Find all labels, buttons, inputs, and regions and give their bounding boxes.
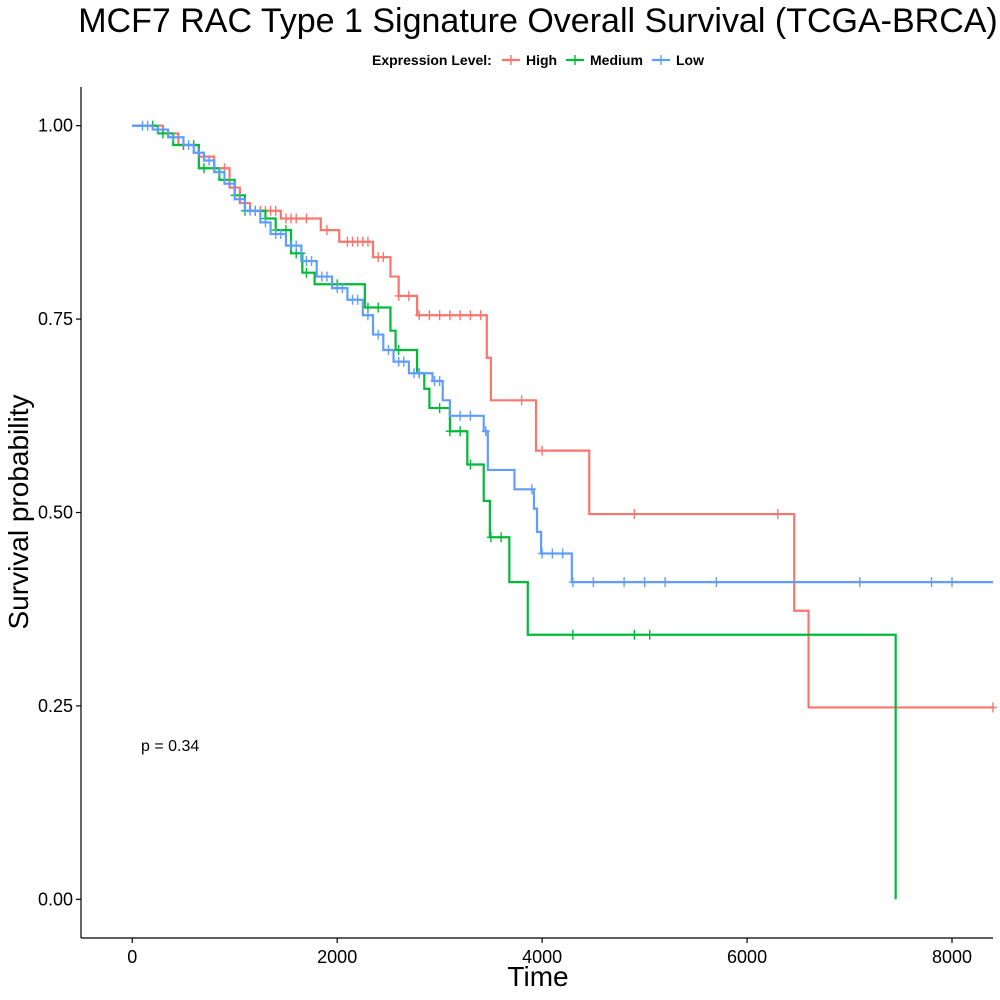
legend-entry-low: Low	[652, 52, 704, 68]
legend-label: Medium	[590, 52, 643, 68]
y-tick-label: 0.25	[38, 696, 73, 716]
series-medium	[132, 120, 897, 900]
x-axis-title: Time	[507, 961, 568, 992]
legend-entry-medium: Medium	[566, 52, 643, 68]
y-tick-label: 0.50	[38, 503, 73, 523]
x-tick-label: 6000	[727, 947, 767, 967]
series-low	[132, 120, 993, 588]
x-tick-label: 4000	[522, 947, 562, 967]
p-value-annotation: p = 0.34	[141, 738, 199, 755]
y-axis-title: Survival probability	[3, 395, 34, 630]
y-tick-label: 0.75	[38, 309, 73, 329]
x-tick-label: 0	[127, 947, 137, 967]
legend: Expression Level: High Medium Low	[372, 52, 704, 68]
chart-title: MCF7 RAC Type 1 Signature Overall Surviv…	[78, 2, 998, 40]
x-tick-label: 8000	[932, 947, 972, 967]
series-line-medium	[132, 124, 897, 900]
y-tick-label: 1.00	[38, 116, 73, 136]
series-line-low	[132, 124, 993, 584]
legend-label: Low	[676, 52, 704, 68]
legend-title: Expression Level:	[372, 52, 492, 68]
plot-area: 0.00 0.25 0.50 0.75 1.00 0 2000 4000 6000 8000	[38, 87, 997, 967]
y-tick-label: 0.00	[38, 889, 73, 909]
legend-label: High	[526, 52, 557, 68]
legend-entry-high: High	[502, 52, 557, 68]
series-high	[132, 124, 997, 713]
x-tick-label: 2000	[317, 947, 357, 967]
